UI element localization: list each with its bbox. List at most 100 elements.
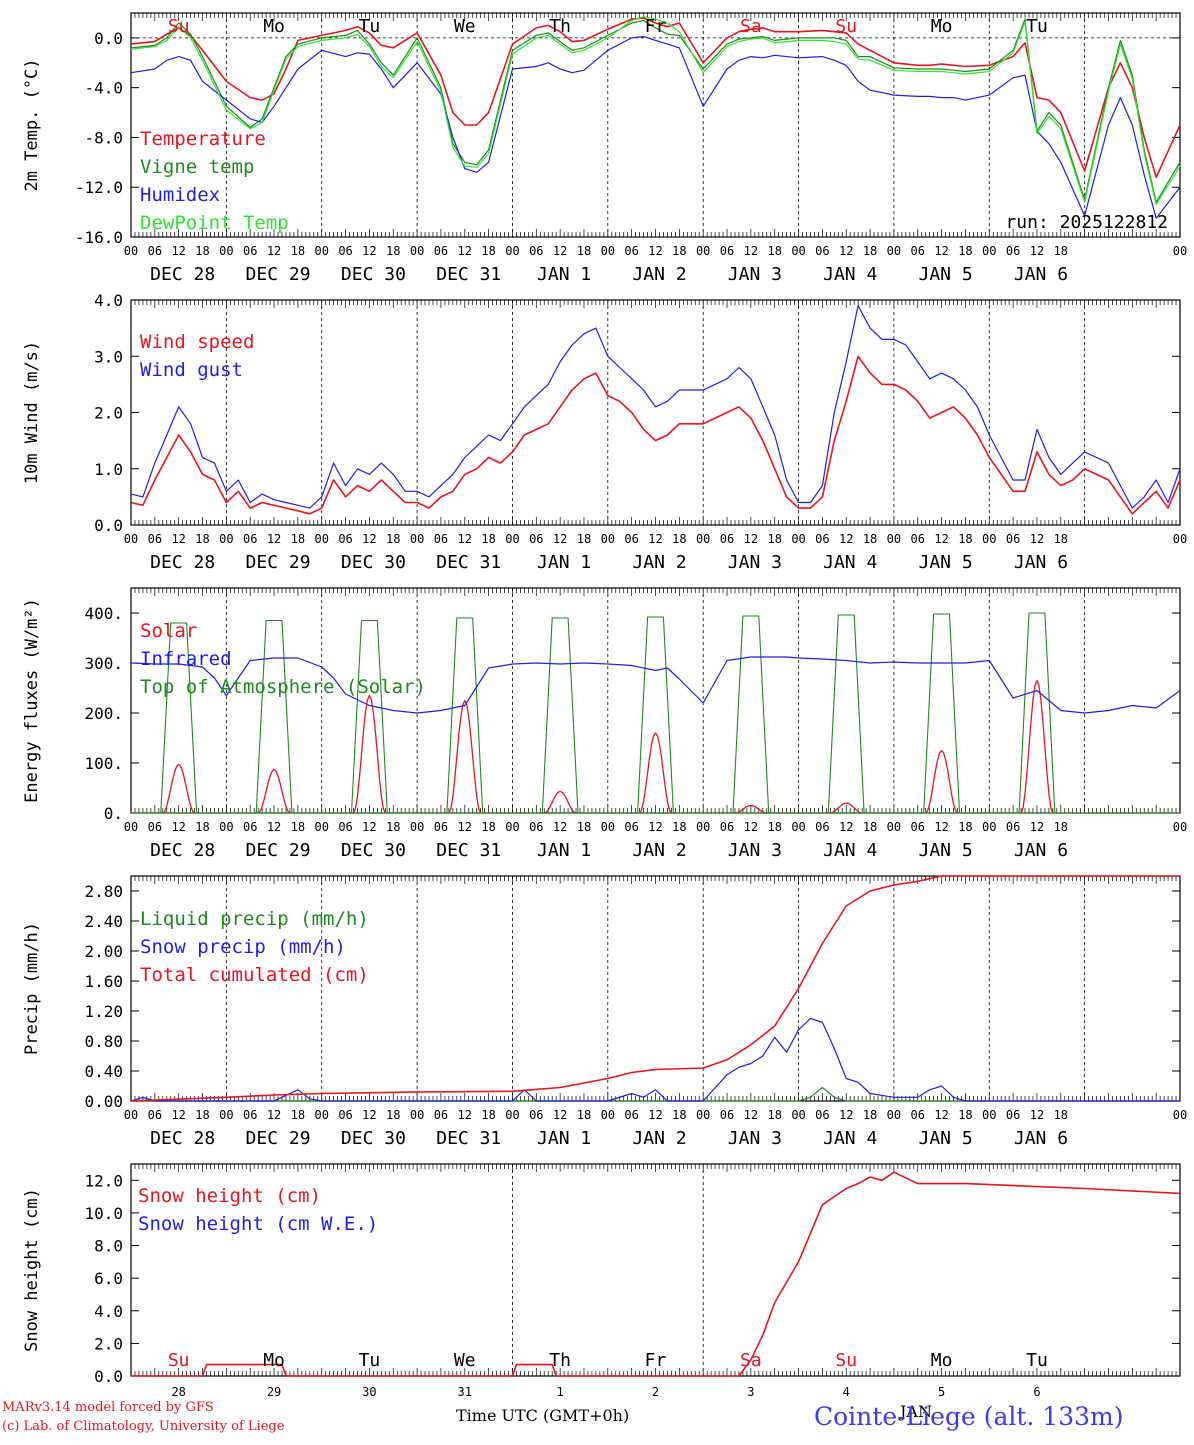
toa-solar-curve	[1018, 612, 1056, 814]
y-tick-label: 8.0	[94, 1237, 123, 1256]
x-hour-label: 18	[386, 1108, 400, 1122]
weekday-label-bottom: Fr	[645, 1350, 667, 1371]
legend-entry: Wind speed	[140, 331, 254, 353]
panel-energy: 0. 100. 200. 300. 400. Energy fluxes (W/m²) 00…	[22, 587, 1187, 861]
x-hour-label: 12	[934, 1108, 948, 1122]
series-temperature	[130, 17, 1181, 179]
y-tick-label: 2.40	[84, 912, 123, 931]
x-date-label: DEC 30	[341, 1128, 406, 1149]
x-hour-label: 18	[1054, 244, 1068, 258]
x-hour-label: 00	[1173, 1108, 1187, 1122]
x-date-label: DEC 31	[436, 840, 501, 861]
y-tick-label: 12.0	[84, 1171, 123, 1190]
x-hour-label: 12	[648, 532, 662, 546]
x-hour-label: 06	[720, 820, 734, 834]
x-hour-label: 06	[434, 532, 448, 546]
x-hour-label: 06	[815, 532, 829, 546]
y-tick-label: 6.0	[94, 1269, 123, 1288]
series-wind-speed	[130, 355, 1181, 515]
x-date-label: DEC 28	[150, 840, 215, 861]
x-hour-label: 06	[1006, 244, 1020, 258]
y-tick-label: 2.0	[94, 1334, 123, 1353]
x-hour-label: 18	[1054, 820, 1068, 834]
legend-entry: Snow height (cm)	[138, 1185, 321, 1207]
solar-curve	[639, 732, 672, 814]
x-hour-label: 00	[696, 244, 710, 258]
x-day-number: 30	[362, 1385, 376, 1399]
x-hour-label: 06	[434, 820, 448, 834]
x-date-label: JAN 5	[918, 1128, 972, 1149]
weekday-label-top: Su	[168, 16, 190, 37]
station-label: Cointe-Liege (alt. 133m)	[814, 1402, 1124, 1431]
x-hour-label: 12	[362, 244, 376, 258]
x-hour-label: 00	[505, 820, 519, 834]
series-dewpoint-temp	[130, 16, 1181, 206]
x-hour-label: 06	[1006, 820, 1020, 834]
legend-entry: Wind gust	[140, 359, 243, 381]
legend-entry: Infrared	[140, 648, 232, 670]
x-date-label: DEC 30	[341, 840, 406, 861]
x-hour-label: 18	[958, 1108, 972, 1122]
x-hour-label: 00	[982, 820, 996, 834]
y-tick-label: 1.0	[94, 460, 123, 479]
y-axis-label: 2m Temp. (°C)	[22, 58, 42, 191]
x-hour-label: 00	[219, 1108, 233, 1122]
toa-solar-curve	[350, 619, 388, 814]
x-date-label: DEC 28	[150, 1128, 215, 1149]
x-day-number: 3	[747, 1385, 754, 1399]
x-hour-label: 00	[696, 1108, 710, 1122]
x-hour-label: 06	[720, 244, 734, 258]
legend-entry: Vigne temp	[140, 156, 254, 178]
x-hour-label: 00	[791, 820, 805, 834]
y-axis-label: Energy fluxes (W/m²)	[22, 598, 42, 803]
y-tick-label: 0.0	[94, 29, 123, 48]
x-hour-label: 00	[601, 820, 615, 834]
y-tick-label: 0.80	[84, 1032, 123, 1051]
x-day-number: 28	[171, 1385, 185, 1399]
x-hour-label: 12	[267, 820, 281, 834]
legend-entry: Total cumulated (cm)	[140, 964, 369, 986]
x-date-label: JAN 6	[1014, 1128, 1068, 1149]
x-hour-label: 06	[624, 532, 638, 546]
weekday-label-bottom: Tu	[1026, 1350, 1048, 1371]
x-hour-label: 06	[243, 820, 257, 834]
x-hour-label: 12	[839, 820, 853, 834]
x-date-label: DEC 29	[246, 840, 311, 861]
x-axis-label: Time UTC (GMT+0h)	[456, 1406, 630, 1425]
series-snow-precip-mm-h-	[130, 1017, 1180, 1102]
x-hour-label: 18	[577, 244, 591, 258]
legend-entry: Temperature	[140, 128, 266, 150]
x-hour-label: 06	[338, 244, 352, 258]
x-date-label: JAN 6	[1014, 552, 1068, 573]
y-tick-label: 4.0	[94, 291, 123, 310]
x-hour-label: 00	[696, 532, 710, 546]
x-hour-label: 18	[767, 1108, 781, 1122]
x-hour-label: 00	[887, 1108, 901, 1122]
plot-frame	[130, 587, 1181, 814]
x-hour-label: 00	[505, 532, 519, 546]
x-hour-label: 00	[1173, 244, 1187, 258]
series-infrared	[130, 656, 1181, 714]
x-hour-label: 00	[124, 1108, 138, 1122]
x-hour-label: 18	[195, 820, 209, 834]
weekday-label-bottom: Su	[168, 1350, 190, 1371]
x-hour-label: 06	[720, 1108, 734, 1122]
weekday-label-bottom: Mo	[931, 1350, 953, 1371]
x-date-label: DEC 29	[246, 264, 311, 285]
x-date-label: JAN 5	[918, 552, 972, 573]
x-hour-label: 06	[720, 532, 734, 546]
toa-solar-curve	[637, 616, 674, 814]
y-tick-label: 1.20	[84, 1002, 123, 1021]
series-vigne-temp	[130, 18, 1181, 203]
x-hour-label: 00	[791, 244, 805, 258]
x-hour-label: 18	[481, 244, 495, 258]
x-hour-label: 12	[744, 1108, 758, 1122]
toa-solar-curve	[446, 617, 484, 814]
x-date-label: JAN 2	[632, 1128, 686, 1149]
y-tick-label: -12.0	[75, 178, 123, 197]
x-hour-label: 06	[911, 1108, 925, 1122]
x-date-label: JAN 6	[1014, 264, 1068, 285]
series-humidex	[130, 35, 1181, 219]
